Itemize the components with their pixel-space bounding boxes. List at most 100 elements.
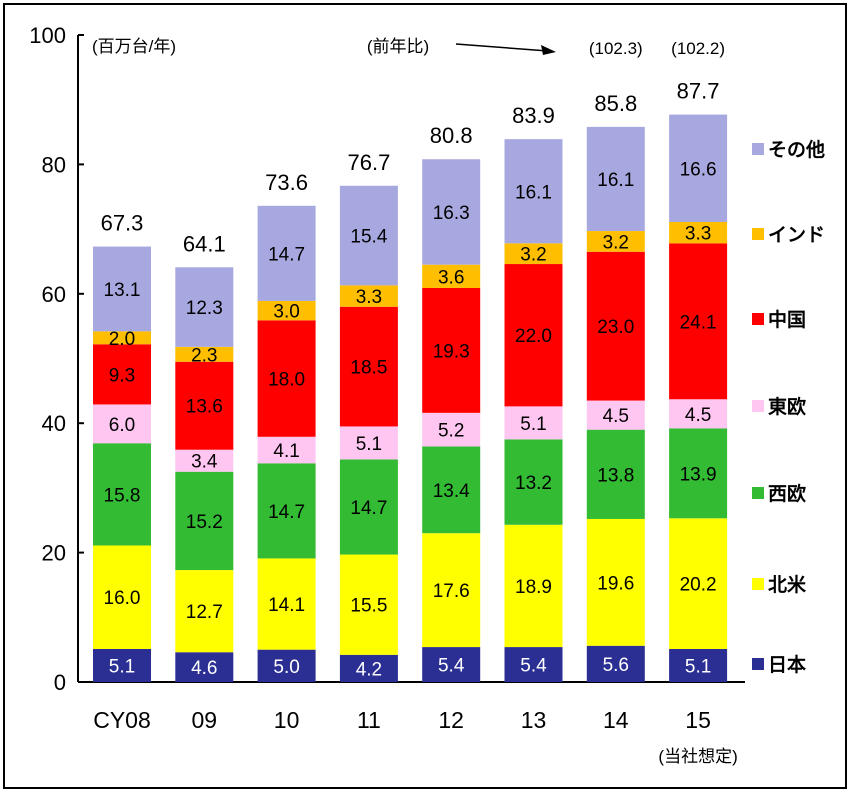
- legend-label: 北米: [768, 573, 807, 596]
- total-value-label: 76.7: [347, 150, 390, 175]
- total-value-label: 73.6: [265, 170, 308, 195]
- x-tick-label: 09: [192, 707, 218, 733]
- segment-value-label: 3.2: [520, 245, 546, 266]
- yoy-value-label: (102.3): [589, 39, 643, 58]
- segment-value-label: 2.0: [109, 329, 135, 350]
- legend-swatch: [752, 578, 764, 590]
- bar-segment: [422, 287, 481, 413]
- x-tick-label: 15: [685, 707, 711, 733]
- segment-value-label: 18.0: [268, 370, 305, 391]
- segment-value-label: 15.4: [350, 227, 387, 248]
- legend-label: 日本: [768, 653, 806, 676]
- bar-segment: [586, 400, 645, 430]
- bar-segment: [586, 126, 645, 232]
- bar-segment: [339, 285, 398, 307]
- bar-segment: [422, 412, 481, 447]
- segment-value-label: 13.4: [433, 481, 470, 502]
- segment-value-label: 23.0: [597, 317, 634, 338]
- segment-value-label: 3.3: [356, 287, 382, 308]
- total-value-label: 83.9: [512, 103, 555, 128]
- segment-value-label: 3.6: [438, 267, 464, 288]
- bar-segment: [339, 654, 398, 682]
- segment-value-label: 13.8: [597, 465, 634, 486]
- segment-value-label: 5.1: [520, 414, 546, 435]
- segment-value-label: 16.6: [680, 159, 717, 180]
- x-note-label: (当社想定): [658, 747, 737, 766]
- segment-value-label: 3.0: [273, 302, 299, 323]
- total-value-label: 87.7: [677, 79, 720, 104]
- segment-value-label: 13.6: [186, 397, 223, 418]
- segment-value-label: 4.1: [273, 441, 299, 462]
- segment-value-label: 14.7: [350, 498, 387, 519]
- bar-segment: [422, 446, 481, 534]
- bar-segment: [175, 570, 234, 653]
- segment-value-label: 3.4: [191, 452, 218, 473]
- bar-segment: [669, 221, 728, 244]
- legend-label: 中国: [768, 308, 806, 331]
- bar-segment: [422, 264, 481, 288]
- legend-swatch: [752, 487, 764, 499]
- y-tick-label: 60: [42, 282, 66, 307]
- bar-segment: [175, 267, 234, 347]
- bar-segment: [257, 320, 316, 437]
- yoy-arrow-head: [541, 45, 556, 55]
- legend-swatch: [752, 228, 764, 240]
- bar-segment: [257, 649, 316, 682]
- bar-segment: [504, 243, 563, 265]
- x-tick-label: 11: [357, 707, 381, 733]
- y-tick-label: 0: [54, 670, 66, 695]
- y-tick-label: 20: [42, 541, 66, 566]
- bar-segment: [669, 399, 728, 429]
- yoy-arrow-line: [455, 43, 549, 52]
- bar-segment: [669, 243, 728, 400]
- bar-segment: [257, 463, 316, 559]
- bar-segment: [257, 558, 316, 650]
- segment-value-label: 5.4: [520, 656, 547, 677]
- segment-value-label: 15.2: [186, 512, 223, 533]
- bar-segment: [93, 344, 151, 405]
- legend-label: 西欧: [768, 482, 806, 505]
- bar-segment: [504, 406, 563, 440]
- legend-label: 東欧: [768, 395, 806, 418]
- segment-value-label: 13.2: [515, 473, 552, 494]
- segment-value-label: 4.2: [356, 659, 382, 680]
- y-tick-label: 40: [42, 411, 66, 436]
- segment-value-label: 5.1: [109, 657, 135, 678]
- bar-segment: [93, 331, 151, 345]
- bar-segment: [93, 404, 151, 444]
- bar-segment: [586, 251, 645, 401]
- segment-value-label: 3.3: [685, 224, 711, 245]
- legend-swatch: [752, 658, 764, 670]
- segment-value-label: 6.0: [109, 415, 135, 436]
- segment-value-label: 5.0: [273, 657, 299, 678]
- segment-value-label: 4.5: [685, 405, 711, 426]
- bar-segment: [339, 459, 398, 555]
- bar-segment: [669, 428, 728, 519]
- segment-value-label: 17.6: [433, 581, 470, 602]
- bar-segment: [257, 205, 316, 301]
- bar-segment: [422, 647, 481, 682]
- bar-segment: [93, 649, 151, 682]
- segment-value-label: 14.1: [268, 595, 305, 616]
- segment-value-label: 4.5: [603, 406, 629, 427]
- y-tick-label: 80: [42, 152, 66, 177]
- segment-value-label: 18.5: [350, 358, 387, 379]
- x-tick-label: 13: [521, 707, 547, 733]
- bar-segment: [175, 346, 234, 362]
- segment-value-label: 15.8: [104, 485, 141, 506]
- bar-segment: [586, 518, 645, 646]
- bar-segment: [175, 471, 234, 571]
- yoy-value-label: (102.2): [671, 39, 725, 58]
- x-tick-label: 10: [274, 707, 300, 733]
- bar-segment: [175, 449, 234, 472]
- segment-value-label: 19.6: [597, 573, 634, 594]
- segment-value-label: 16.1: [597, 170, 634, 191]
- bar-segment: [504, 139, 563, 244]
- total-value-label: 80.8: [430, 123, 473, 148]
- segment-value-label: 5.2: [438, 421, 464, 442]
- y-tick-label: 100: [29, 23, 66, 48]
- segment-value-label: 2.3: [191, 345, 217, 366]
- segment-value-label: 12.3: [186, 298, 223, 319]
- bar-segment: [422, 159, 481, 265]
- segment-value-label: 22.0: [515, 326, 552, 347]
